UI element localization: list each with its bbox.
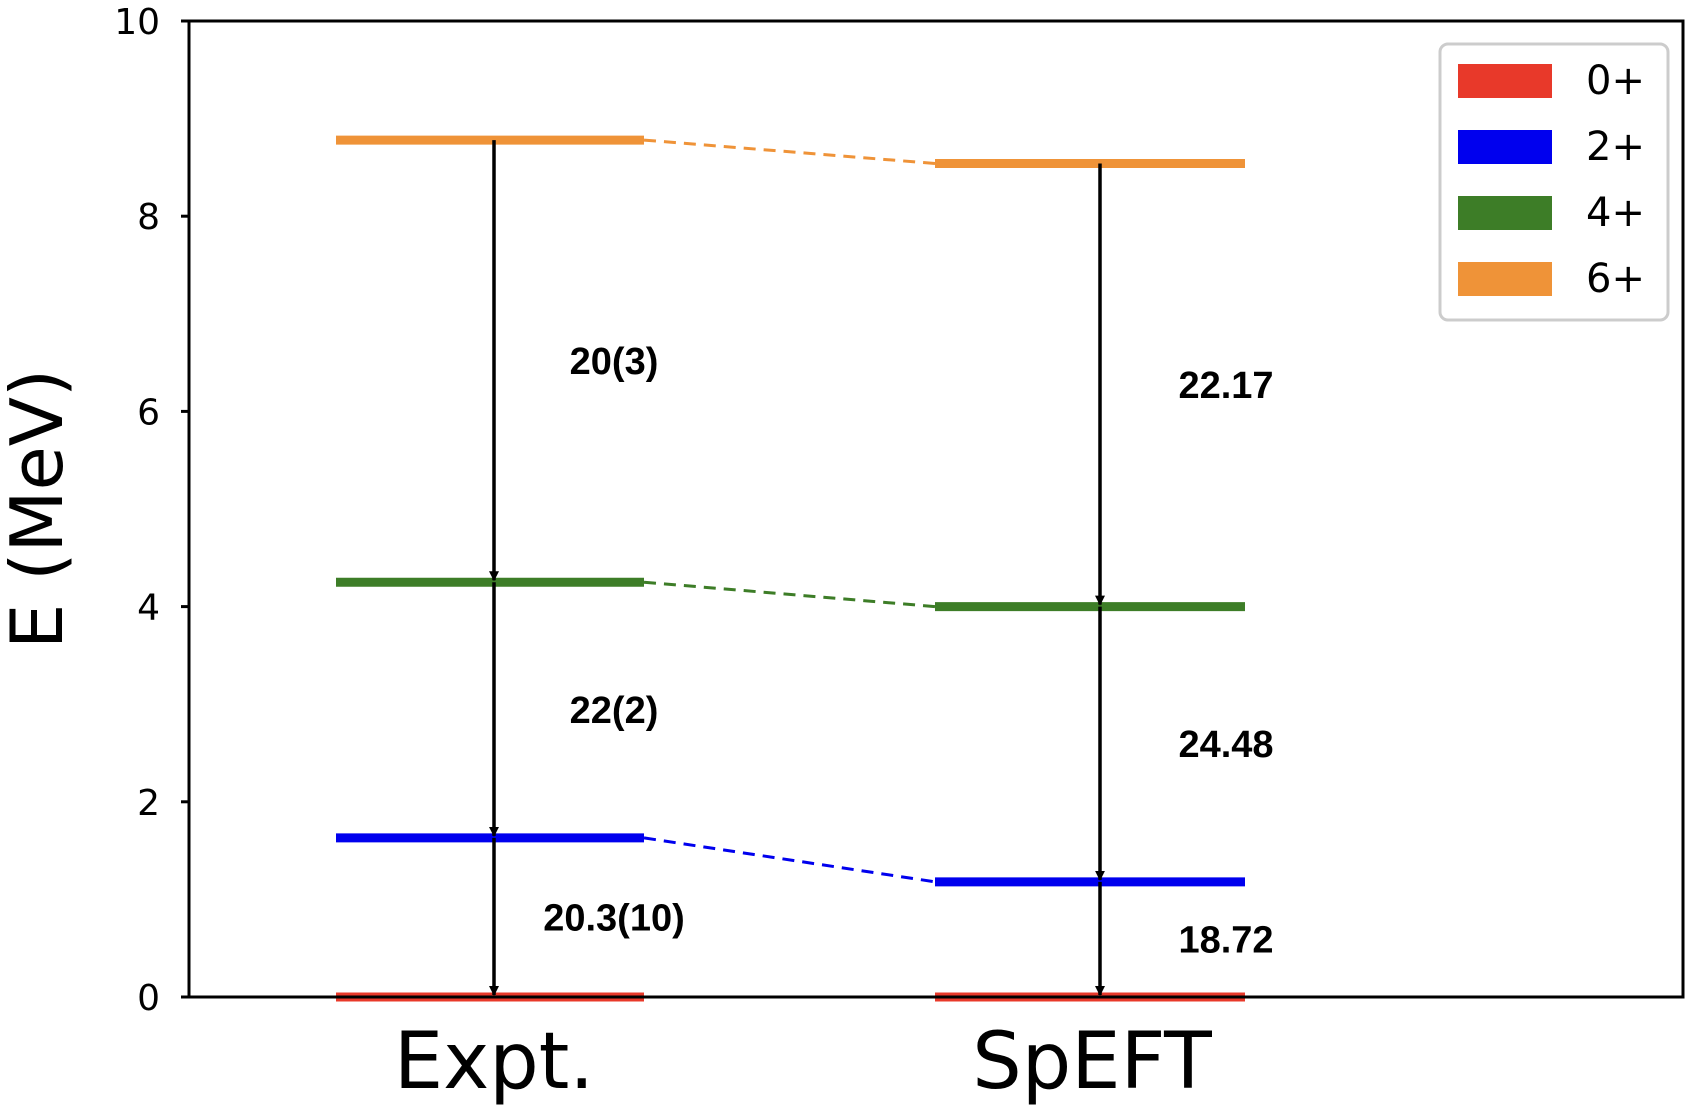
transition-value: 18.72: [1178, 919, 1273, 961]
y-tick-label: 0: [137, 978, 160, 1019]
level-connectors: [643, 138, 936, 999]
transition-arrows: [489, 140, 1105, 996]
legend-swatch: [1458, 262, 1552, 296]
transition-values: 20(3) 22(2) 20.3(10) 22.17 24.48 18.72: [543, 341, 1273, 961]
transition-value: 24.48: [1178, 724, 1273, 766]
y-tick-label: 4: [137, 588, 160, 629]
connector-4plus: [643, 580, 936, 609]
y-tick-label: 10: [114, 2, 160, 43]
legend-swatch: [1458, 196, 1552, 230]
y-tick-label: 2: [137, 783, 160, 824]
y-tick-label: 6: [137, 392, 160, 433]
transition-value: 20.3(10): [543, 897, 685, 939]
y-axis: 0 2 4 6 8 10: [114, 2, 189, 1019]
legend-swatch: [1458, 64, 1552, 98]
legend-swatch: [1458, 130, 1552, 164]
legend-label: 0+: [1586, 58, 1645, 104]
y-tick-label: 8: [137, 197, 160, 238]
y-axis-label: E (MeV): [0, 369, 79, 649]
legend-frame: [1438, 42, 1670, 322]
legend-label: 6+: [1586, 256, 1645, 302]
legend-label: 2+: [1586, 124, 1645, 170]
column-label-speft: SpEFT: [972, 1017, 1212, 1107]
legend-label: 4+: [1586, 190, 1645, 236]
transition-value: 20(3): [570, 341, 659, 383]
column-label-expt: Expt.: [394, 1017, 594, 1107]
energy-levels: [336, 135, 1245, 1002]
legend: 0+ 2+ 4+ 6+: [1438, 42, 1670, 322]
connector-6plus: [643, 138, 936, 165]
transition-value: 22(2): [570, 690, 659, 732]
plot-frame: [187, 19, 1685, 999]
transition-value: 22.17: [1178, 365, 1273, 407]
connector-2plus: [643, 836, 936, 884]
x-axis-columns: Expt. SpEFT: [394, 1017, 1212, 1107]
